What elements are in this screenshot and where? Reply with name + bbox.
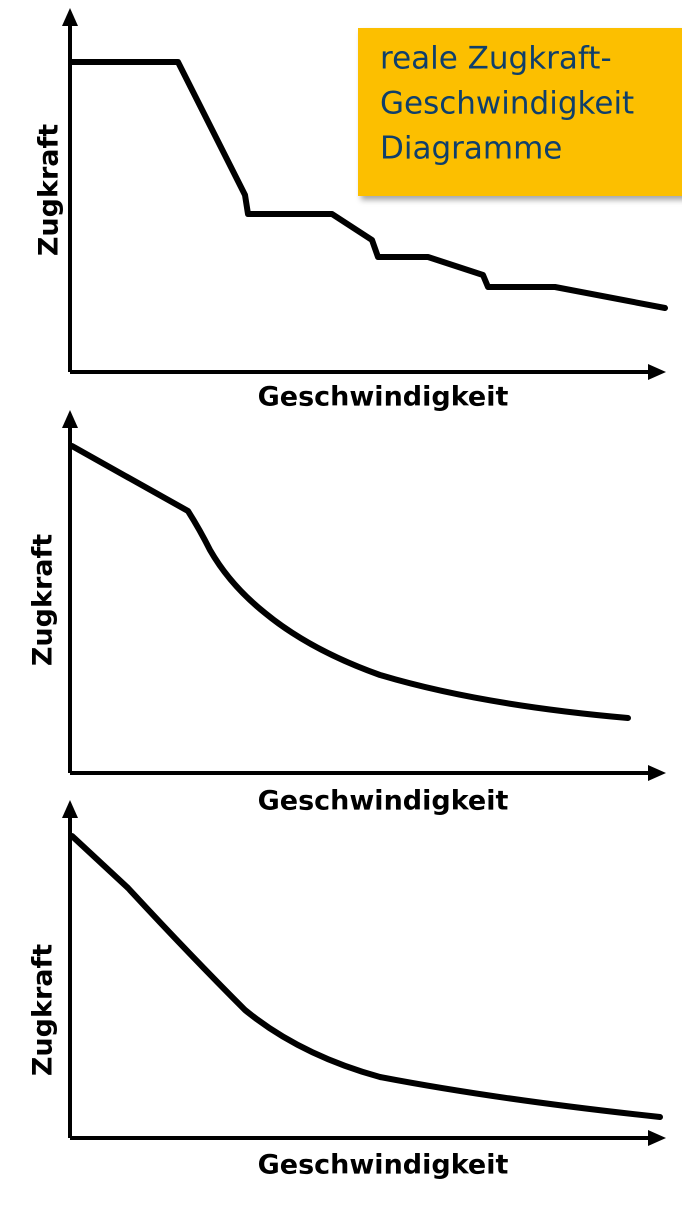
panel: Zugkraft Geschwindigkeit [28, 800, 666, 1181]
callout-box [358, 28, 682, 196]
y-label: Zugkraft [28, 534, 59, 666]
curve [69, 443, 631, 721]
y-label: Zugkraft [34, 124, 65, 256]
x-label: Geschwindigkeit [258, 1150, 509, 1181]
x-label: Geschwindigkeit [258, 382, 509, 413]
arrowhead [648, 364, 666, 380]
x-label: Geschwindigkeit [258, 786, 509, 817]
arrowhead [648, 765, 666, 781]
arrowhead [62, 410, 78, 428]
callout-line: Geschwindigkeit [380, 86, 634, 122]
callout: reale Zugkraft- Geschwindigkeit Diagramm… [358, 28, 682, 196]
curve [69, 59, 668, 311]
arrowhead [62, 800, 78, 818]
arrowhead [62, 8, 78, 26]
callout-line: reale Zugkraft- [380, 41, 612, 77]
callout-line: Diagramme [380, 131, 562, 167]
panel: Zugkraft Geschwindigkeit [28, 410, 666, 817]
panel: Zugkraft Geschwindigkeit [34, 8, 668, 413]
y-label: Zugkraft [28, 944, 59, 1076]
arrowhead [648, 1130, 666, 1146]
curve [69, 833, 663, 1120]
